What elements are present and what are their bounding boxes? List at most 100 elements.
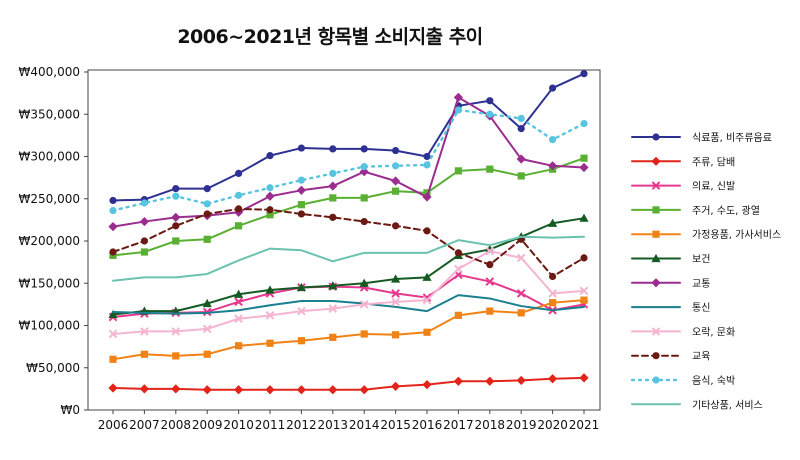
series-3-line [112,273,585,319]
y-tick-label: ₩400,000 [19,65,81,79]
series-5-point [486,307,494,315]
x-tick-label: 2015 [380,418,411,432]
series-3-point [516,289,526,298]
series-2-point [171,384,181,394]
series-6-point [328,281,338,290]
series-2-point [453,376,463,386]
series-2-point [139,384,149,394]
y-tick-label: ₩250,000 [19,192,81,206]
series-3-point [234,297,243,307]
series-11-point [423,161,431,169]
x-tick-label: 2020 [537,418,568,432]
series-6-point [265,285,275,294]
series-11-point [329,169,337,177]
series-7-point [139,216,149,227]
y-tick-label: ₩50,000 [26,361,80,375]
series-3-point [485,277,495,286]
legend-item-3-marker [651,181,661,190]
series-2-point [234,385,244,395]
legend-item-1-marker [652,133,660,141]
series-5-point [172,352,180,360]
series-10-point [297,210,305,218]
series-4-point [266,211,274,219]
legend-item-1-label: 식료품, 비주류음료 [692,132,772,144]
series-10-point [172,222,180,230]
legend-item-3-label: 의료, 신발 [692,181,735,193]
y-tick-label: ₩0 [61,403,81,417]
series-5-point [392,331,400,339]
series-5-point [423,328,431,336]
series-1-point [109,196,117,205]
series-1-point [235,169,243,177]
series-10-point [486,261,494,269]
series-5-point [549,299,557,307]
series-11-point [580,119,588,128]
series-10-line [112,207,585,278]
legend-item-11-label: 음식, 숙박 [692,375,735,387]
series-2-line [112,376,585,391]
series-1-point [360,145,368,153]
series-11-point [360,163,368,171]
series-9-point [297,306,306,316]
series-5-point [580,296,588,304]
series-9-point [548,289,557,298]
legend-item-5-marker [652,230,660,238]
series-4-point [392,187,400,195]
series-2-point [108,383,118,393]
x-tick-label: 2014 [349,418,380,432]
x-tick-label: 2016 [412,418,443,432]
series-7-point [328,181,338,191]
y-tick-label: ₩100,000 [19,319,81,333]
legend-item-10-marker [652,352,660,360]
series-6-point [422,272,432,281]
y-tick-label: ₩300,000 [19,150,81,164]
series-1-point [486,97,494,105]
series-11-point [140,199,148,207]
series-7-line [112,96,585,228]
series-1-point [203,185,211,193]
series-4-point [203,235,211,243]
series-2-point [296,385,306,395]
series-10-point [580,254,588,262]
y-tick-label: ₩150,000 [19,276,81,290]
series-2-point [548,374,558,384]
legend-item-5-label: 가정용품, 가사서비스 [692,229,781,241]
series-9-point [140,327,149,336]
series-2-point [422,380,432,390]
series-11-point [486,110,494,118]
x-tick-label: 2011 [255,418,286,432]
series-1-point [172,185,180,193]
series-6-point [548,218,558,227]
chart-title: 2006~2021년 항목별 소비지출 추이 [177,26,483,48]
series-9-point [485,246,495,256]
series-4-point [360,194,368,202]
series-10-point [266,206,274,214]
series-10-point [235,205,243,213]
series-10-point [329,213,337,221]
series-2-point [579,373,589,383]
series-4-point [235,222,243,230]
legend-item-12-label: 기타상품, 서비스 [692,399,763,411]
x-tick-label: 2008 [161,418,192,432]
legend-item-2-marker [651,156,661,166]
series-7-point [548,161,558,171]
x-tick-label: 2017 [443,418,474,432]
series-5-point [517,309,525,317]
series-9-point [171,327,181,336]
series-9-point [108,329,118,339]
legend-item-6-label: 보건 [692,254,710,266]
y-tick-label: ₩200,000 [19,234,81,248]
series-11-point [203,200,211,208]
series-11-point [549,136,557,144]
x-tick-label: 2019 [506,418,537,432]
series-6-point [202,298,212,308]
series-11-point [392,162,400,170]
series-9-point [454,264,463,274]
series-4-point [329,194,337,202]
series-4-point [140,248,148,256]
series-6-line [112,217,585,316]
series-6-point [296,282,306,292]
series-4-point [580,154,588,162]
series-5-point [360,330,368,338]
